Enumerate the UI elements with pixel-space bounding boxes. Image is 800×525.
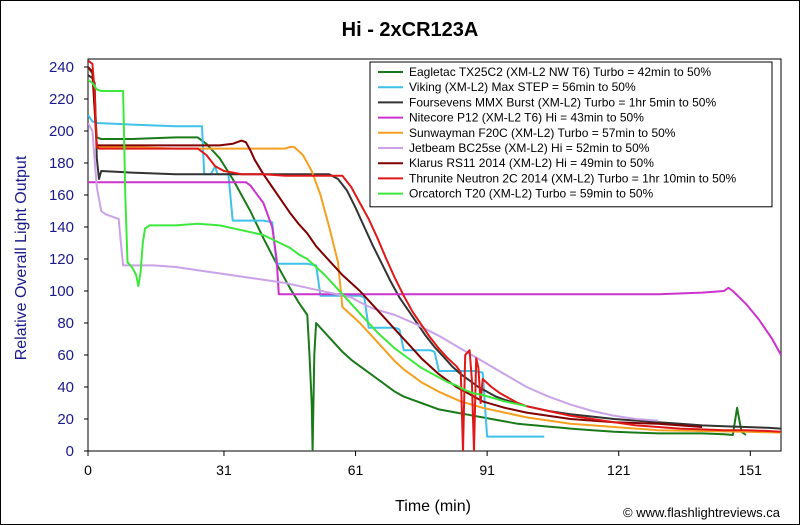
- legend-entry: Klarus RS11 2014 (XM-L2) Hi = 49min to 5…: [409, 156, 654, 170]
- y-tick-label: 180: [49, 155, 74, 172]
- series-line-1: [88, 66, 747, 451]
- y-tick-label: 60: [57, 347, 74, 364]
- x-tick-label: 0: [84, 462, 92, 478]
- legend: Eagletac TX25C2 (XM-L2 NW T6) Turbo = 42…: [369, 61, 773, 208]
- y-tick-label: 100: [49, 283, 74, 300]
- legend-entry: Jetbeam BC25se (XM-L2) Hi = 52min to 50%: [409, 141, 650, 155]
- legend-entry: Eagletac TX25C2 (XM-L2 NW T6) Turbo = 42…: [409, 65, 711, 79]
- y-tick-label: 160: [49, 187, 74, 204]
- y-tick-label: 140: [49, 219, 74, 236]
- x-axis-title: Time (min): [395, 498, 471, 515]
- legend-entry: Viking (XM-L2) Max STEP = 56min to 50%: [409, 80, 636, 94]
- series-group: [88, 59, 781, 451]
- x-tick-label: 31: [216, 462, 232, 478]
- y-axis-title: Relative Overall Light Output: [13, 155, 30, 360]
- x-tick-label: 91: [479, 462, 495, 478]
- y-tick-label: 80: [57, 315, 74, 332]
- y-tick-label: 220: [49, 91, 74, 108]
- series-line-4: [88, 181, 781, 356]
- legend-box: [369, 61, 773, 208]
- series-line-2: [88, 114, 545, 438]
- series-line-8: [88, 59, 781, 451]
- y-tick-label: 40: [57, 379, 74, 396]
- series-line-9: [88, 78, 527, 408]
- series-line-6: [88, 122, 659, 422]
- legend-entry: Sunwayman F20C (XM-L2) Turbo = 57min to …: [409, 126, 676, 140]
- series-line-3: [88, 74, 781, 430]
- y-tick-label: 0: [66, 443, 74, 460]
- legend-entry: Nitecore P12 (XM-L2 T6) Hi = 43min to 50…: [409, 111, 644, 125]
- x-tick-label: 151: [739, 462, 763, 478]
- credit-text: © www.flashlightreviews.ca: [623, 505, 781, 520]
- series-line-5: [88, 66, 781, 434]
- axes: 0 20 40 60 80 100 120 140 160 180 200 220 240 0 31 61 91…: [49, 59, 762, 478]
- y-tick-label: 20: [57, 411, 74, 428]
- y-tick-label: 120: [49, 251, 74, 268]
- y-tick-label: 240: [49, 59, 74, 76]
- x-tick-label: 61: [348, 462, 364, 478]
- legend-entry: Orcatorch T20 (XM-L2) Turbo = 59min to 5…: [409, 187, 654, 201]
- legend-entry: Thrunite Neutron 2C 2014 (XM-L2) Turbo =…: [409, 171, 737, 185]
- y-tick-label: 200: [49, 123, 74, 140]
- legend-entry: Foursevens MMX Burst (XM-L2) Turbo = 1hr…: [409, 95, 716, 109]
- chart-title: Hi - 2xCR123A: [342, 19, 479, 41]
- x-tick-label: 121: [607, 462, 631, 478]
